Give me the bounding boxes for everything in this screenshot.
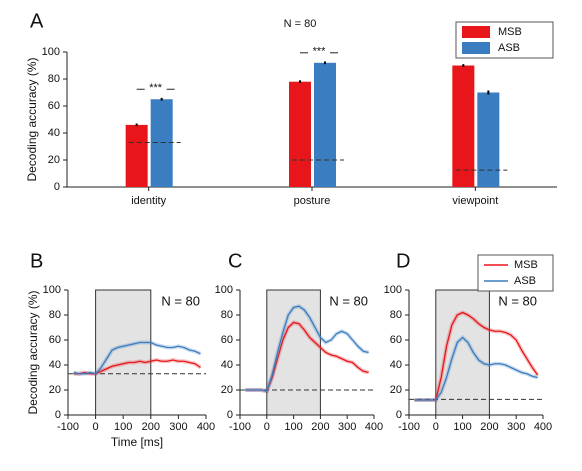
y-tick-label: 40 xyxy=(390,359,402,371)
y-axis-label: Decoding accuracy (%) xyxy=(26,290,40,414)
x-tick-label: 400 xyxy=(534,421,552,433)
y-tick-label: 0 xyxy=(396,409,402,421)
y-tick-label: 100 xyxy=(215,284,233,296)
x-tick-label: 400 xyxy=(365,421,383,433)
chart-title: N = 80 xyxy=(329,293,368,308)
y-tick-label: 20 xyxy=(390,384,402,396)
y-tick-label: 40 xyxy=(49,359,61,371)
legend-label: MSB xyxy=(498,26,522,38)
legend-label: ASB xyxy=(514,275,536,287)
y-tick-label: 60 xyxy=(221,334,233,346)
shaded-window xyxy=(435,289,490,416)
line xyxy=(245,305,369,393)
x-tick-label: 100 xyxy=(453,421,471,433)
bar xyxy=(477,92,500,187)
x-tick-label: -100 xyxy=(229,421,251,433)
panel-label: A xyxy=(30,10,44,32)
shaded-window xyxy=(266,289,321,416)
y-tick-label: 100 xyxy=(384,284,402,296)
shaded-window xyxy=(95,289,152,416)
panel-label: B xyxy=(30,250,43,272)
bar xyxy=(150,99,173,187)
legend-label: MSB xyxy=(514,259,538,271)
y-tick-label: 20 xyxy=(48,154,60,166)
x-tick-label: 300 xyxy=(338,421,356,433)
x-tick-label: -100 xyxy=(57,421,79,433)
legend-box xyxy=(477,254,554,292)
x-tick-label: 0 xyxy=(264,421,270,433)
line xyxy=(414,336,538,401)
y-tick-label: 40 xyxy=(221,359,233,371)
significance: *** xyxy=(313,46,327,58)
y-tick-label: 0 xyxy=(55,409,61,421)
chart-title: N = 80 xyxy=(284,18,317,30)
bar xyxy=(314,62,336,187)
y-tick-label: 80 xyxy=(49,309,61,321)
bar xyxy=(289,81,311,187)
y-tick-label: 100 xyxy=(42,46,60,58)
line xyxy=(73,341,201,375)
y-tick-label: 20 xyxy=(49,384,61,396)
x-tick-label: 200 xyxy=(480,421,498,433)
x-tick-label: 200 xyxy=(311,421,329,433)
x-tick-label: 200 xyxy=(142,421,160,433)
y-tick-label: 60 xyxy=(390,334,402,346)
y-tick-label: 0 xyxy=(54,181,60,193)
x-tick-label: 0 xyxy=(93,421,99,433)
y-tick-label: 80 xyxy=(221,309,233,321)
y-tick-label: 60 xyxy=(48,100,60,112)
y-tick-label: 20 xyxy=(221,384,233,396)
bar xyxy=(452,65,475,187)
y-axis-label: Decoding accuracy (%) xyxy=(25,57,39,181)
x-tick-label: 300 xyxy=(169,421,187,433)
bar xyxy=(125,124,148,187)
y-tick-label: 100 xyxy=(43,284,61,296)
x-tick-label: 100 xyxy=(284,421,302,433)
legend-swatch xyxy=(462,42,490,54)
legend-label: ASB xyxy=(498,42,520,54)
x-tick-label: identity xyxy=(131,195,166,207)
y-tick-label: 80 xyxy=(48,73,60,85)
x-tick-label: viewpoint xyxy=(452,195,498,207)
y-tick-label: 0 xyxy=(227,409,233,421)
panel-label: D xyxy=(396,250,410,272)
x-tick-label: posture xyxy=(294,195,331,207)
x-tick-label: 300 xyxy=(507,421,525,433)
legend-swatch xyxy=(462,26,490,38)
significance: *** xyxy=(149,82,163,94)
y-tick-label: 80 xyxy=(390,309,402,321)
x-tick-label: 400 xyxy=(197,421,215,433)
x-axis-label: Time [ms] xyxy=(111,435,163,449)
x-tick-label: 100 xyxy=(114,421,132,433)
x-tick-label: 0 xyxy=(433,421,439,433)
y-tick-label: 60 xyxy=(49,334,61,346)
x-tick-label: -100 xyxy=(398,421,420,433)
chart-title: N = 80 xyxy=(498,293,537,308)
chart-title: N = 80 xyxy=(161,293,200,308)
y-tick-label: 40 xyxy=(48,127,60,139)
panel-label: C xyxy=(228,250,242,272)
